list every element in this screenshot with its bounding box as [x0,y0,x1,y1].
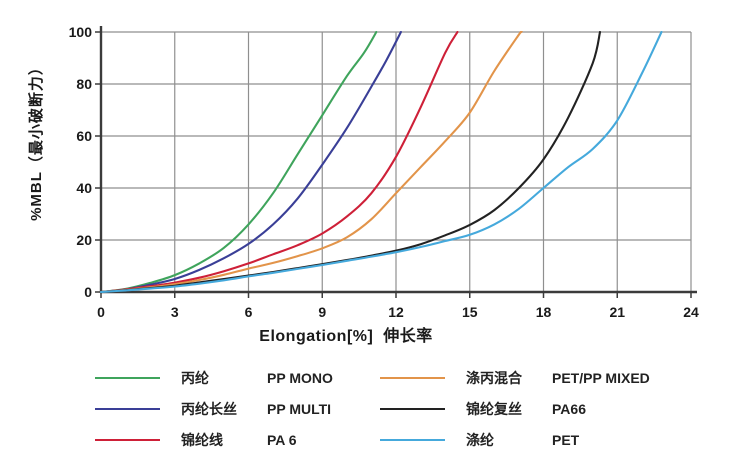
y-tick-label-40: 40 [76,180,92,196]
x-tick-label-3: 3 [171,304,179,320]
legend-label-en-pp-multi: PP MULTI [267,400,332,417]
curve-pa-6 [100,31,459,293]
x-axis-title: Elongation[%] 伸长率 [259,328,433,345]
x-tick-label-9: 9 [318,304,326,320]
legend-label-cn-pp-mono: 丙纶 [181,369,209,386]
x-tick-label-0: 0 [97,304,105,320]
x-tick-label-18: 18 [536,304,552,320]
legend-line-swatch-pet-pp-mixed [380,376,445,379]
x-tick-label-12: 12 [388,304,404,320]
curve-pp-multi [100,31,402,293]
legend-label-en-pa-6: PA 6 [267,431,297,448]
legend-item-pa-6: 锦纶线 PA 6 [95,424,385,455]
legend-label-cn-pp-multi: 丙纶长丝 [181,400,237,417]
y-tick-label-0: 0 [84,284,92,300]
y-tick-label-100: 100 [69,24,93,40]
curve-pet [100,31,663,293]
legend-line-swatch-pet [380,438,445,441]
legend-label-cn-pa66: 锦纶复丝 [466,400,522,417]
legend-item-pet: 涤纶 PET [380,424,720,455]
legend-label-en-pa66: PA66 [552,400,586,417]
legend-item-pp-mono: 丙纶 PP MONO [95,362,385,393]
legend-line-swatch-pa66 [380,407,445,410]
legend-line-swatch-pa-6 [95,438,160,441]
x-tick-label-15: 15 [462,304,478,320]
legend-label-en-pet-pp-mixed: PET/PP MIXED [552,369,650,386]
legend-label-cn-pet: 涤纶 [466,431,494,448]
x-tick-label-21: 21 [609,304,625,320]
legend-label-en-pet: PET [552,431,580,448]
legend-label-cn-pa-6: 锦纶线 [181,431,223,448]
y-tick-label-20: 20 [76,232,92,248]
legend-item-pet-pp-mixed: 涤丙混合 PET/PP MIXED [380,362,720,393]
y-tick-label-60: 60 [76,128,92,144]
legend-label-en-pp-mono: PP MONO [267,369,333,386]
legend-column-1: 丙纶 PP MONO 丙纶长丝 PP MULTI 锦纶线 PA 6 [95,362,385,455]
x-tick-label-6: 6 [245,304,253,320]
line-chart-plot: 0 3 6 9 12 15 18 21 24 0 20 40 60 80 100 [69,24,699,320]
x-tick-label-24: 24 [683,304,699,320]
curve-pp-mono [100,31,378,293]
legend-item-pp-multi: 丙纶长丝 PP MULTI [95,393,385,424]
y-tick-label-80: 80 [76,76,92,92]
y-axis-title: %MBL（最小破断力） [28,59,45,221]
legend-line-swatch-pp-multi [95,407,160,410]
legend-label-cn-pet-pp-mixed: 涤丙混合 [466,369,522,386]
chart-legend: 丙纶 PP MONO 丙纶长丝 PP MULTI 锦纶线 PA 6 涤丙混合 PET/PP M… [0,362,730,462]
legend-column-2: 涤丙混合 PET/PP MIXED 锦纶复丝 PA66 涤纶 PET [380,362,720,455]
legend-line-swatch-pp-mono [95,376,160,379]
curve-pet-pp-mixed [100,31,523,293]
legend-item-pa66: 锦纶复丝 PA66 [380,393,720,424]
